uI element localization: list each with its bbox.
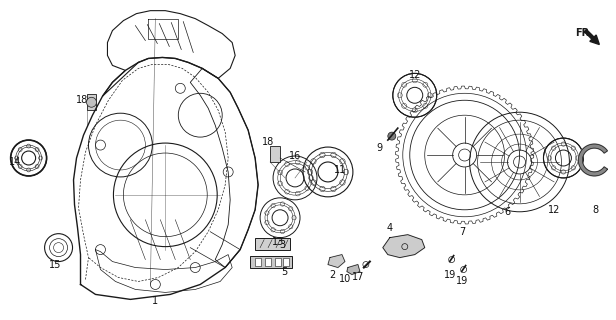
Text: 6: 6	[505, 207, 511, 217]
Text: 14: 14	[9, 157, 21, 167]
FancyArrow shape	[585, 29, 599, 44]
Text: 5: 5	[281, 267, 287, 276]
Text: 11: 11	[334, 165, 346, 175]
Text: 1: 1	[152, 296, 158, 306]
Text: 2: 2	[329, 269, 335, 279]
Text: 19: 19	[455, 276, 468, 286]
Circle shape	[388, 132, 396, 140]
Bar	[270, 146, 280, 162]
Bar	[86, 94, 97, 110]
Bar	[255, 258, 261, 266]
Text: 17: 17	[352, 273, 364, 283]
Bar	[265, 258, 271, 266]
Text: 16: 16	[289, 151, 301, 161]
Polygon shape	[578, 144, 607, 176]
Text: 9: 9	[377, 143, 383, 153]
Bar	[250, 256, 292, 268]
Circle shape	[86, 97, 97, 107]
Text: 19: 19	[444, 269, 456, 279]
Text: 18: 18	[76, 95, 89, 105]
Text: 12: 12	[408, 70, 421, 80]
Text: 18: 18	[262, 137, 274, 147]
Text: 15: 15	[49, 260, 62, 269]
Polygon shape	[383, 235, 425, 258]
Text: 13: 13	[272, 237, 284, 247]
Text: 10: 10	[339, 275, 351, 284]
Text: 12: 12	[548, 205, 561, 215]
Text: FR.: FR.	[575, 28, 593, 37]
Text: 4: 4	[387, 223, 393, 233]
Text: 3: 3	[279, 240, 285, 250]
Text: 8: 8	[593, 205, 598, 215]
Text: 7: 7	[460, 227, 466, 237]
Bar	[275, 258, 281, 266]
Polygon shape	[328, 255, 345, 268]
Polygon shape	[347, 265, 360, 275]
Bar	[255, 238, 290, 250]
Bar	[283, 258, 289, 266]
